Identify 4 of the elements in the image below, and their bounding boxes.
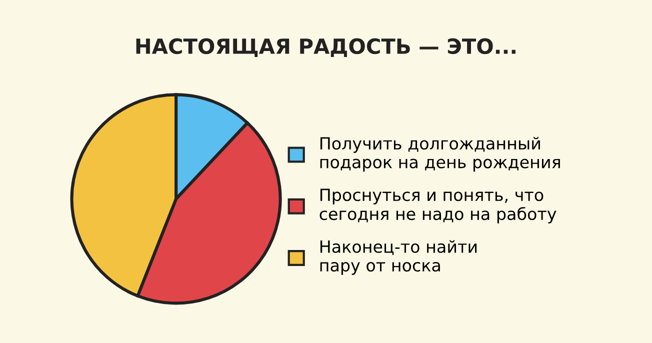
chart-title: НАСТОЯЩАЯ РАДОСТЬ — ЭТО... [136,38,516,58]
legend-label: Наконец-то найти пару от носка [320,240,477,275]
legend-label: Получить долгожданный подарок на день рождения [320,136,560,172]
legend-label: Проснуться и понять, что сегодня не надо на работу [320,188,556,224]
